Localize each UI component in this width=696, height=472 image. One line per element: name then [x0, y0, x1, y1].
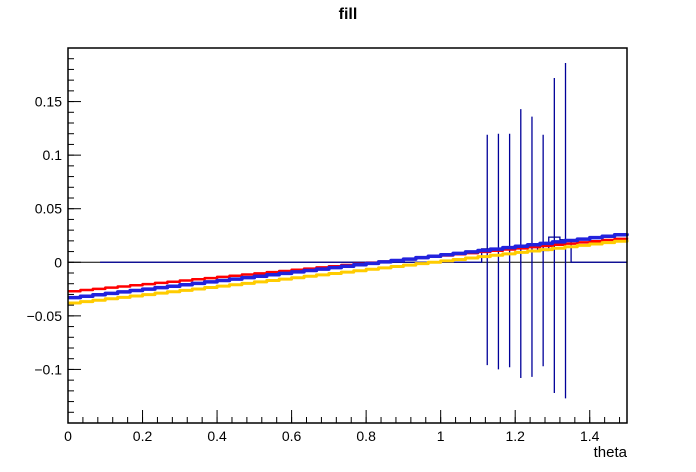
y-tick-label: 0.05 [35, 201, 62, 217]
y-tick-label: −0.05 [27, 308, 63, 324]
y-tick-label: −0.1 [34, 361, 62, 377]
x-tick-label: 0 [64, 428, 72, 444]
x-tick-label: 0.8 [356, 428, 376, 444]
y-tick-label: 0.1 [43, 147, 63, 163]
x-tick-label: 0.6 [282, 428, 302, 444]
line-blue [68, 233, 629, 300]
line-yellow [68, 239, 629, 305]
x-tick-label: 1.4 [580, 428, 600, 444]
x-tick-label: 0.2 [133, 428, 153, 444]
chart-title: fill [338, 6, 358, 23]
y-tick-label: 0.15 [35, 94, 62, 110]
x-tick-label: 0.4 [207, 428, 227, 444]
x-tick-label: 1 [437, 428, 445, 444]
x-tick-label: 1.2 [505, 428, 525, 444]
y-tick-label: 0 [54, 254, 62, 270]
x-axis-title: theta [593, 444, 627, 461]
plot-frame [67, 47, 628, 424]
